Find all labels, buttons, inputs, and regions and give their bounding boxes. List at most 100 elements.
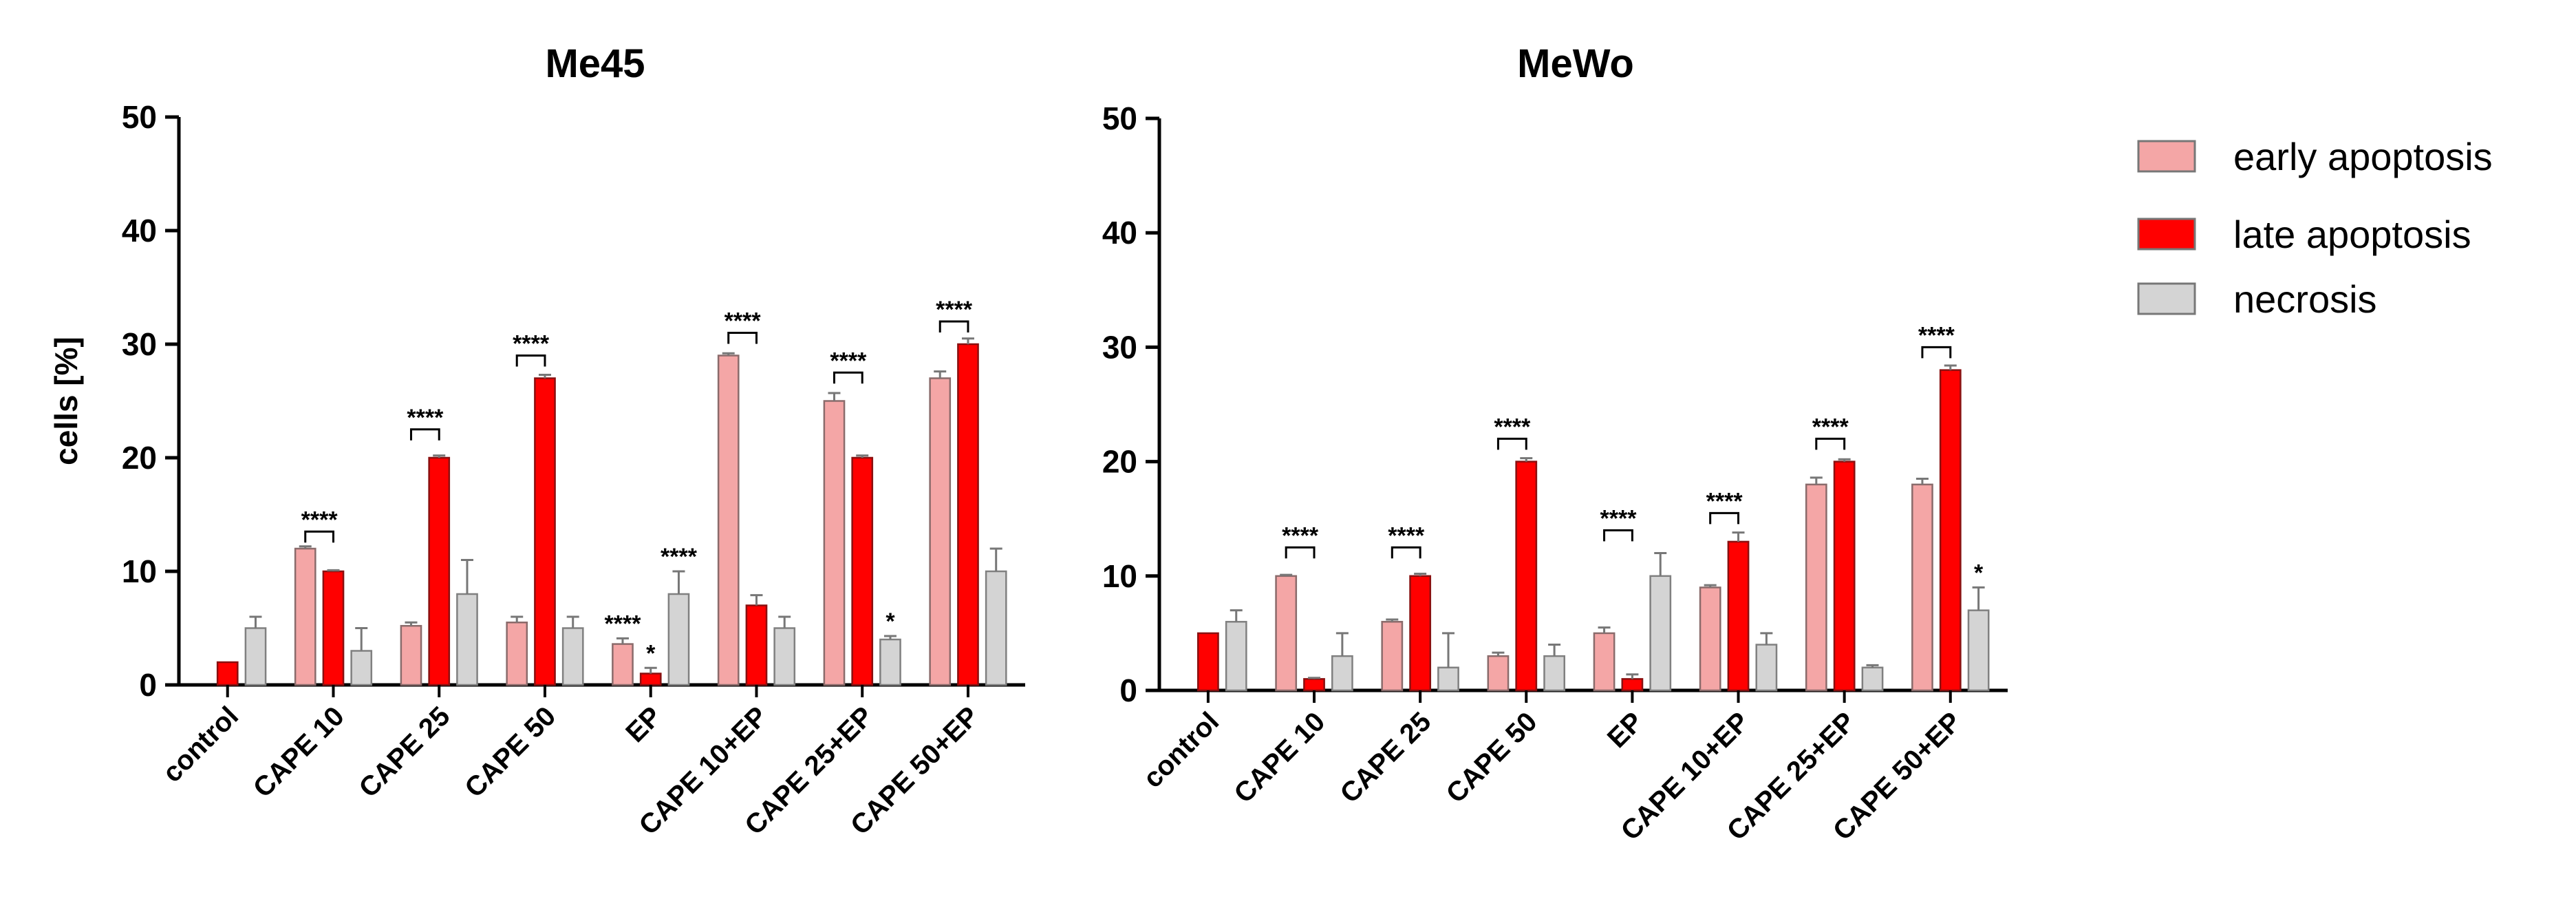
x-tick-label-ep: EP	[1602, 706, 1649, 754]
y-tick-label: 40	[122, 213, 157, 248]
y-tick-label: 50	[1102, 100, 1137, 136]
legend-label-late-apoptosis: late apoptosis	[2233, 213, 2471, 256]
y-tick-label: 40	[1102, 215, 1137, 251]
x-tick-label-control: control	[1137, 706, 1225, 794]
bar-early-apoptosis-cape-25-ep	[823, 400, 846, 686]
significance-bracket	[1709, 511, 1740, 525]
chart-title-mewo: MeWo	[1517, 41, 1634, 86]
x-tick-label-control: control	[157, 701, 244, 788]
bar-late-apoptosis-cape-25	[428, 456, 451, 686]
y-tick-label: 10	[122, 553, 157, 589]
bar-early-apoptosis-cape-50-ep	[929, 377, 952, 686]
bar-early-apoptosis-cape-10	[294, 547, 316, 686]
x-tick-label-cape-50: CAPE 50	[459, 701, 561, 803]
bar-late-apoptosis-cape-10	[322, 570, 345, 686]
significance-label: ****	[1494, 414, 1531, 440]
bar-late-apoptosis-cape-25-ep	[851, 456, 874, 686]
significance-label: ****	[605, 611, 642, 637]
y-tick-label: 0	[139, 667, 157, 703]
bar-late-apoptosis-cape-25	[1409, 575, 1432, 692]
significance-label: ****	[830, 348, 867, 374]
y-tick-label: 10	[1102, 558, 1137, 594]
bar-late-apoptosis-ep	[1621, 678, 1644, 692]
bar-early-apoptosis-cape-10-ep	[1699, 586, 1721, 692]
significance-bracket	[727, 332, 758, 344]
bar-early-apoptosis-cape-50	[506, 622, 528, 686]
y-tick-label: 20	[1102, 444, 1137, 480]
legend: early apoptosis late apoptosis necrosis	[2137, 135, 2493, 321]
significance-bracket	[1603, 529, 1633, 542]
bar-late-apoptosis-cape-10-ep	[745, 604, 768, 686]
significance-label: ****	[661, 544, 698, 570]
bar-necrosis-cape-25	[456, 593, 478, 686]
significance-bracket	[833, 371, 863, 384]
bar-early-apoptosis-ep	[1593, 632, 1616, 692]
x-tick-label-ep: EP	[620, 701, 667, 748]
bar-necrosis-ep	[667, 593, 690, 686]
significance-label: *	[886, 609, 895, 635]
bar-necrosis-cape-10-ep	[773, 627, 796, 686]
significance-bracket	[409, 428, 440, 441]
bar-early-apoptosis-cape-25-ep	[1805, 483, 1827, 692]
y-tick-label: 50	[122, 99, 157, 135]
y-axis-label: cells [%]	[48, 337, 84, 465]
chart-title-me45: Me45	[545, 41, 645, 86]
significance-bracket	[304, 530, 334, 543]
x-tick-label-cape-10: CAPE 10	[248, 701, 350, 803]
x-tick-label-cape-50: CAPE 50	[1441, 706, 1543, 809]
bar-necrosis-cape-50	[1543, 655, 1566, 692]
bar-necrosis-control	[1225, 621, 1247, 692]
bar-late-apoptosis-cape-10-ep	[1727, 540, 1750, 692]
y-tick-label: 30	[122, 326, 157, 362]
x-tick-label-cape-10: CAPE 10	[1228, 706, 1331, 809]
bar-necrosis-cape-50-ep	[1967, 609, 1990, 692]
bar-late-apoptosis-cape-25-ep	[1833, 461, 1856, 692]
bar-late-apoptosis-cape-50	[1515, 461, 1538, 692]
significance-label: ****	[1282, 522, 1319, 549]
significance-label: ****	[1600, 505, 1638, 531]
significance-label: *	[1974, 560, 1984, 586]
x-tick-label-cape-25: CAPE 25	[354, 701, 456, 803]
significance-bracket	[1285, 546, 1316, 559]
bar-early-apoptosis-cape-25	[400, 624, 422, 686]
bar-necrosis-cape-25-ep	[1861, 666, 1884, 692]
bar-early-apoptosis-cape-25	[1381, 621, 1404, 692]
significance-label: ****	[1388, 522, 1425, 549]
significance-bracket	[938, 320, 969, 332]
significance-label: ****	[724, 308, 762, 335]
legend-swatch-necrosis	[2137, 282, 2196, 315]
legend-swatch-early-apoptosis	[2137, 140, 2196, 173]
bar-late-apoptosis-ep	[639, 673, 662, 686]
y-tick-label: 0	[1119, 673, 1137, 708]
significance-label: ****	[513, 331, 550, 357]
bar-early-apoptosis-cape-10	[1275, 575, 1298, 692]
bar-early-apoptosis-cape-50	[1487, 655, 1510, 692]
y-tick-label: 20	[122, 440, 157, 476]
bar-necrosis-cape-50-ep	[985, 570, 1007, 686]
bar-necrosis-cape-10	[1331, 655, 1353, 692]
bar-late-apoptosis-control	[216, 661, 239, 686]
bar-late-apoptosis-cape-50-ep	[1939, 369, 1962, 692]
bar-necrosis-cape-10-ep	[1755, 644, 1778, 692]
legend-swatch-late-apoptosis	[2137, 218, 2196, 251]
significance-label: ****	[1812, 414, 1849, 440]
legend-label-early-apoptosis: early apoptosis	[2233, 135, 2493, 178]
significance-bracket	[515, 355, 546, 367]
bar-late-apoptosis-cape-50-ep	[957, 343, 979, 686]
bar-early-apoptosis-ep	[612, 643, 634, 686]
significance-label: *	[646, 640, 656, 666]
significance-label: ****	[936, 297, 973, 323]
bar-necrosis-cape-25-ep	[879, 638, 901, 686]
chart-panel-mewo: MeWo 0 10 20 30 40 50 control CAPE 10 CAPE 25 CAPE…	[1102, 41, 2008, 847]
bar-early-apoptosis-cape-10-ep	[717, 355, 740, 686]
bar-necrosis-ep	[1649, 575, 1672, 692]
bar-late-apoptosis-control	[1197, 632, 1219, 692]
y-tick-label: 30	[1102, 329, 1137, 365]
bar-necrosis-control	[244, 627, 267, 686]
significance-label: ****	[1706, 488, 1743, 514]
bar-necrosis-cape-10	[350, 650, 373, 686]
bar-late-apoptosis-cape-10	[1303, 678, 1325, 692]
significance-label: ****	[301, 507, 339, 533]
